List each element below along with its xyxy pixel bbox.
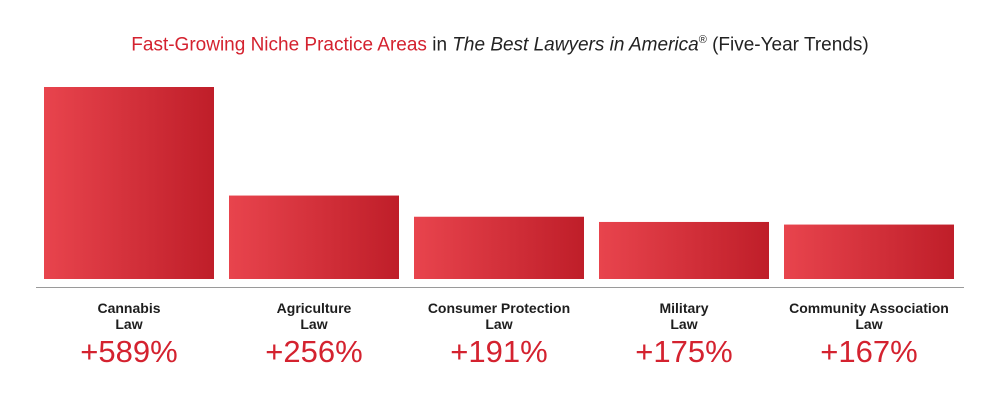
value-label: +167% [820, 334, 918, 369]
title-registered-mark: ® [698, 34, 707, 46]
bar-1 [229, 195, 399, 279]
title-period: (Five-Year Trends) [706, 34, 869, 56]
category-label-line: Law [485, 316, 513, 332]
bar-4 [784, 224, 954, 279]
category-label-line: Military [659, 300, 709, 316]
bar-3 [599, 221, 769, 279]
x-axis-baseline [36, 287, 964, 288]
category-label: Agriculture Law [214, 300, 414, 332]
category-label-line: Law [300, 316, 328, 332]
title-publication: The Best Lawyers in America [452, 34, 699, 56]
category-label-line: Law [670, 316, 698, 332]
category-label-line: Cannabis [97, 300, 161, 316]
value-label: +256% [265, 334, 363, 369]
category-label: Cannabis Law [29, 300, 229, 332]
category-label-line: Agriculture [276, 300, 352, 316]
bar-2 [414, 216, 584, 279]
value-label: +175% [635, 334, 733, 369]
value-label: +191% [450, 334, 548, 369]
category-label-line: Community Association [789, 300, 949, 316]
title-connector: in [426, 34, 453, 56]
category-label-line: Law [855, 316, 883, 332]
category-label-line: Consumer Protection [427, 300, 571, 316]
category-label: Consumer Protection Law [399, 300, 599, 332]
category-label-line: Law [115, 316, 143, 332]
title-highlight: Fast-Growing Niche Practice Areas [131, 34, 427, 56]
category-label: Military Law [584, 300, 784, 332]
value-label: +589% [80, 334, 178, 369]
category-label: Community Association Law [769, 300, 969, 332]
chart-title: Fast-Growing Niche Practice Areas in The… [0, 34, 1000, 56]
bar-0 [44, 87, 214, 279]
